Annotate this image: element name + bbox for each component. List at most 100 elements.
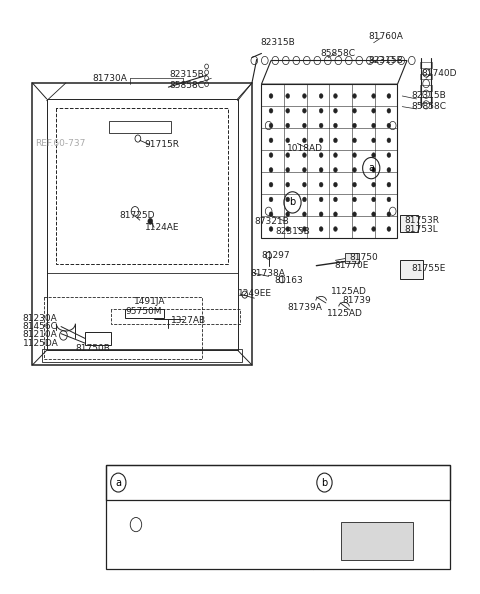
Circle shape bbox=[269, 227, 273, 232]
Circle shape bbox=[387, 153, 391, 157]
Text: 1124AE: 1124AE bbox=[144, 223, 179, 232]
Text: 81739A: 81739A bbox=[288, 303, 323, 312]
Circle shape bbox=[334, 94, 337, 99]
Circle shape bbox=[353, 227, 357, 232]
Circle shape bbox=[334, 168, 337, 172]
Text: 1491JA: 1491JA bbox=[134, 297, 166, 307]
Circle shape bbox=[286, 212, 289, 217]
Circle shape bbox=[387, 123, 391, 128]
Circle shape bbox=[387, 212, 391, 217]
Text: 87321B: 87321B bbox=[254, 217, 289, 226]
Circle shape bbox=[387, 182, 391, 187]
Text: 82315B: 82315B bbox=[369, 56, 404, 65]
Text: 81799: 81799 bbox=[120, 510, 149, 519]
Circle shape bbox=[334, 182, 337, 187]
Circle shape bbox=[269, 108, 273, 113]
Circle shape bbox=[387, 227, 391, 232]
Text: 81230A: 81230A bbox=[23, 314, 58, 323]
Circle shape bbox=[387, 197, 391, 202]
Text: 1249EE: 1249EE bbox=[238, 289, 272, 298]
Text: 81456C: 81456C bbox=[23, 322, 58, 331]
Text: 81792A: 81792A bbox=[149, 547, 184, 556]
Bar bbox=[420, 74, 432, 80]
Text: 81163: 81163 bbox=[275, 276, 303, 285]
Circle shape bbox=[334, 197, 337, 202]
Bar bbox=[107, 466, 450, 500]
Bar bbox=[341, 522, 413, 560]
Circle shape bbox=[372, 153, 375, 157]
Circle shape bbox=[387, 108, 391, 113]
Bar bbox=[400, 216, 419, 232]
Circle shape bbox=[302, 182, 306, 187]
Circle shape bbox=[372, 182, 375, 187]
Circle shape bbox=[286, 227, 289, 232]
Text: 1125AD: 1125AD bbox=[327, 309, 363, 318]
Circle shape bbox=[353, 108, 357, 113]
Text: REF.60-737: REF.60-737 bbox=[35, 139, 85, 148]
Circle shape bbox=[319, 227, 323, 232]
Circle shape bbox=[387, 168, 391, 172]
Bar bbox=[107, 466, 450, 569]
Circle shape bbox=[372, 197, 375, 202]
Circle shape bbox=[353, 168, 357, 172]
Circle shape bbox=[286, 168, 289, 172]
Circle shape bbox=[387, 138, 391, 143]
Bar bbox=[400, 260, 423, 279]
Circle shape bbox=[319, 138, 323, 143]
Circle shape bbox=[372, 138, 375, 143]
Circle shape bbox=[334, 227, 337, 232]
Text: 81739: 81739 bbox=[343, 296, 372, 305]
Circle shape bbox=[372, 123, 375, 128]
Circle shape bbox=[286, 108, 289, 113]
Circle shape bbox=[269, 212, 273, 217]
Circle shape bbox=[334, 123, 337, 128]
Bar bbox=[420, 97, 432, 103]
Text: 81753R: 81753R bbox=[405, 216, 440, 225]
Text: 1327AB: 1327AB bbox=[171, 316, 206, 325]
Circle shape bbox=[372, 108, 375, 113]
Circle shape bbox=[334, 212, 337, 217]
Circle shape bbox=[286, 138, 289, 143]
Circle shape bbox=[334, 153, 337, 157]
Text: 85858C: 85858C bbox=[321, 49, 356, 58]
Circle shape bbox=[302, 153, 306, 157]
Text: 95750M: 95750M bbox=[125, 307, 162, 315]
Text: a: a bbox=[368, 163, 374, 173]
Text: 1125DA: 1125DA bbox=[23, 339, 59, 347]
Circle shape bbox=[353, 138, 357, 143]
Text: 85858C: 85858C bbox=[169, 81, 204, 90]
Circle shape bbox=[372, 94, 375, 99]
Bar bbox=[345, 253, 360, 263]
Text: 81740D: 81740D bbox=[421, 69, 457, 78]
Circle shape bbox=[269, 138, 273, 143]
Circle shape bbox=[148, 219, 153, 225]
Circle shape bbox=[319, 212, 323, 217]
Circle shape bbox=[353, 212, 357, 217]
Circle shape bbox=[372, 168, 375, 172]
Text: 82315B: 82315B bbox=[412, 91, 446, 100]
Circle shape bbox=[286, 123, 289, 128]
Circle shape bbox=[353, 197, 357, 202]
Text: 1018AD: 1018AD bbox=[287, 144, 323, 153]
Bar bbox=[420, 62, 432, 68]
Circle shape bbox=[372, 227, 375, 232]
Circle shape bbox=[319, 197, 323, 202]
Text: 81760A: 81760A bbox=[369, 32, 404, 42]
Circle shape bbox=[319, 182, 323, 187]
Circle shape bbox=[269, 94, 273, 99]
Circle shape bbox=[319, 153, 323, 157]
Text: 81770E: 81770E bbox=[335, 261, 369, 270]
Text: 1124AE: 1124AE bbox=[168, 529, 203, 538]
Circle shape bbox=[269, 123, 273, 128]
Text: 81210A: 81210A bbox=[23, 330, 58, 339]
Circle shape bbox=[286, 197, 289, 202]
Circle shape bbox=[302, 108, 306, 113]
Text: 82315B: 82315B bbox=[169, 70, 204, 79]
Text: a: a bbox=[115, 478, 121, 488]
Circle shape bbox=[302, 227, 306, 232]
Bar bbox=[420, 86, 432, 91]
Text: 81753L: 81753L bbox=[405, 225, 438, 234]
Text: b: b bbox=[321, 478, 327, 488]
Circle shape bbox=[319, 168, 323, 172]
Circle shape bbox=[302, 123, 306, 128]
